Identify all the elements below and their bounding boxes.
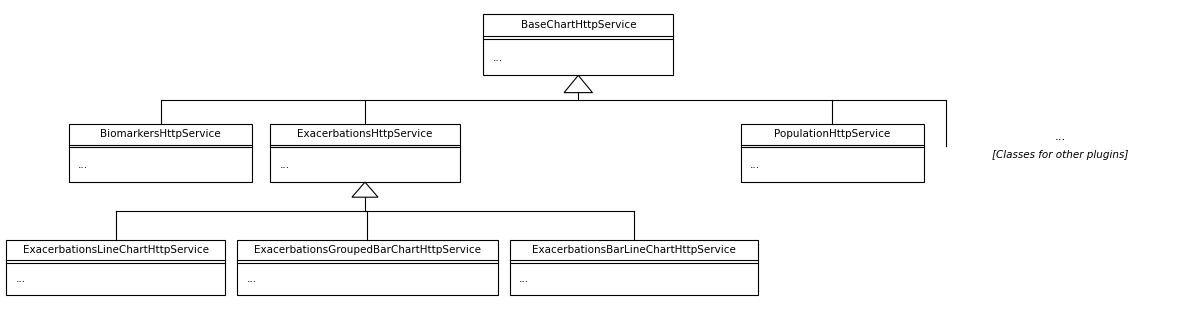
Text: ...: ... xyxy=(493,53,504,63)
Text: ...: ... xyxy=(750,160,761,171)
Bar xyxy=(69,124,252,182)
Bar xyxy=(270,124,460,182)
Text: BiomarkersHttpService: BiomarkersHttpService xyxy=(101,129,220,139)
Text: [Classes for other plugins]: [Classes for other plugins] xyxy=(992,150,1129,160)
Text: ...: ... xyxy=(1055,130,1066,143)
Text: ...: ... xyxy=(15,274,26,284)
Text: ...: ... xyxy=(78,160,89,171)
Bar xyxy=(483,14,673,75)
Text: ExacerbationsHttpService: ExacerbationsHttpService xyxy=(297,129,433,139)
Polygon shape xyxy=(352,182,378,197)
Text: PopulationHttpService: PopulationHttpService xyxy=(774,129,891,139)
Text: ...: ... xyxy=(246,274,257,284)
Text: ExacerbationsLineChartHttpService: ExacerbationsLineChartHttpService xyxy=(23,245,209,255)
Text: ExacerbationsBarLineChartHttpService: ExacerbationsBarLineChartHttpService xyxy=(532,245,736,255)
Polygon shape xyxy=(564,75,592,93)
Bar xyxy=(237,240,498,295)
Text: BaseChartHttpService: BaseChartHttpService xyxy=(520,20,636,30)
Text: ...: ... xyxy=(280,160,290,171)
Text: ExacerbationsGroupedBarChartHttpService: ExacerbationsGroupedBarChartHttpService xyxy=(254,245,481,255)
Text: ...: ... xyxy=(519,274,530,284)
Bar xyxy=(6,240,225,295)
Bar xyxy=(510,240,758,295)
Bar xyxy=(741,124,924,182)
